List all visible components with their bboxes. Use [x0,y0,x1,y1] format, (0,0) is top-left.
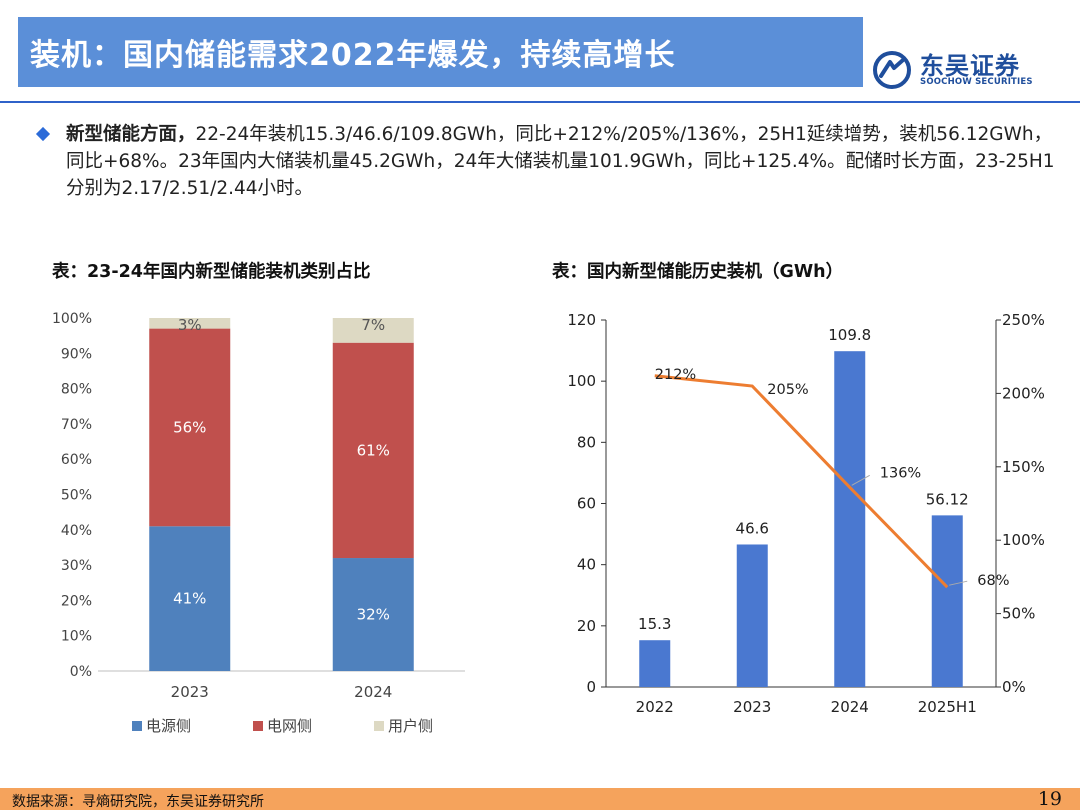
line-value-label: 212% [655,367,696,383]
stacked-bar-segment [149,318,231,329]
data-label: 56% [173,418,206,436]
right-chart-caption: 表：国内新型储能历史装机（GWh） [552,262,844,282]
x-tick-label: 2023 [171,683,209,701]
summary-bullet-heading: 新型储能方面， [66,124,196,145]
label-leader-line [851,474,870,486]
logo-mark-icon [873,51,911,89]
y-tick-label: 20% [61,593,92,609]
y-tick-label: 80 [577,433,596,451]
y2-tick-label: 250% [1002,311,1045,329]
bullet-diamond-icon [35,126,51,142]
y-tick-label: 60% [61,452,92,468]
historical-installation-chart: 0 20 40 60 80 100 120 0% 50% 100% 150% 200% 250% 15.3… [567,311,1045,716]
y-tick-label: 90% [61,346,92,362]
y-tick-label: 40 [577,556,596,574]
y-tick-label: 0% [70,664,92,680]
bar [736,544,768,687]
growth-rate-line [654,374,949,589]
y-tick-label: 70% [61,417,92,433]
x-tick-label: 2023 [733,698,771,716]
y-tick-label: 30% [61,558,92,574]
logo-english-name: SOOCHOW SECURITIES [920,77,1033,87]
y2-tick-label: 100% [1002,531,1045,549]
y-tick-label: 40% [61,523,92,539]
footer-source: 数据来源：寻熵研究院，东吴证券研究所 [12,794,264,810]
y-tick-label: 100 [567,372,596,390]
x-tick-label: 2024 [354,683,392,701]
installation-share-chart: 0% 10% 20% 30% 40% 50% 60% 70% 80% 90% 100% 41% 56% 3… [52,311,465,735]
data-label: 32% [357,606,390,624]
y-tick-label: 20 [577,617,596,635]
line-value-label: 68% [977,573,1009,589]
y-tick-label: 100% [52,311,92,327]
page-number: 19 [1037,788,1062,810]
left-chart-caption: 表：23-24年国内新型储能装机类别占比 [52,262,371,282]
y2-tick-label: 50% [1002,605,1035,623]
company-logo: 东吴证券 SOOCHOW SECURITIES [872,44,1072,92]
bar-value-label: 109.8 [828,326,871,344]
legend-label: 电网侧 [267,717,312,735]
y-tick-label: 60 [577,495,596,513]
bar [834,351,866,687]
legend-label: 用户侧 [388,717,433,735]
legend-swatch [132,721,142,731]
legend-swatch [253,721,263,731]
legend-swatch [374,721,384,731]
y-tick-label: 80% [61,382,92,398]
line-value-label: 136% [880,465,921,481]
x-tick-label: 2024 [831,698,869,716]
x-tick-label: 2022 [636,698,674,716]
bar [639,640,671,687]
y2-tick-label: 150% [1002,458,1045,476]
y-tick-label: 50% [61,488,92,504]
footer-bar: 数据来源：寻熵研究院，东吴证券研究所 19 [0,788,1080,810]
title-divider [0,101,1080,103]
bar-value-label: 56.12 [926,490,969,508]
stacked-bar-segment [332,558,414,671]
stacked-bar-segment [332,342,414,559]
bar-value-label: 46.6 [736,519,769,537]
summary-bullet-body: 22-24年装机15.3/46.6/109.8GWh，同比+212%/205%/… [66,124,1055,199]
stacked-bar-segment [149,328,231,527]
y-tick-label: 120 [567,311,596,329]
bar [931,515,963,687]
y-tick-label: 10% [61,629,92,645]
y-tick-label: 0 [586,678,596,696]
bar-value-label: 15.3 [638,615,671,633]
label-leader-line [949,580,968,586]
legend-label: 电源侧 [146,717,191,735]
x-tick-label: 2025H1 [918,698,977,716]
stacked-bar-segment [332,318,414,343]
page-title: 装机：国内储能需求2022年爆发，持续高增长 [30,38,676,73]
line-value-label: 205% [767,382,808,398]
y2-tick-label: 0% [1002,678,1026,696]
logo-chinese-name: 东吴证券 [920,52,1020,80]
stacked-bar-segment [149,526,231,671]
data-label: 3% [178,316,202,334]
summary-bullet: 新型储能方面，22-24年装机15.3/46.6/109.8GWh，同比+212… [66,121,1056,202]
data-label: 7% [361,316,385,334]
y2-tick-label: 200% [1002,384,1045,402]
data-label: 61% [357,441,390,459]
data-label: 41% [173,590,206,608]
title-bar: 装机：国内储能需求2022年爆发，持续高增长 [18,17,863,87]
